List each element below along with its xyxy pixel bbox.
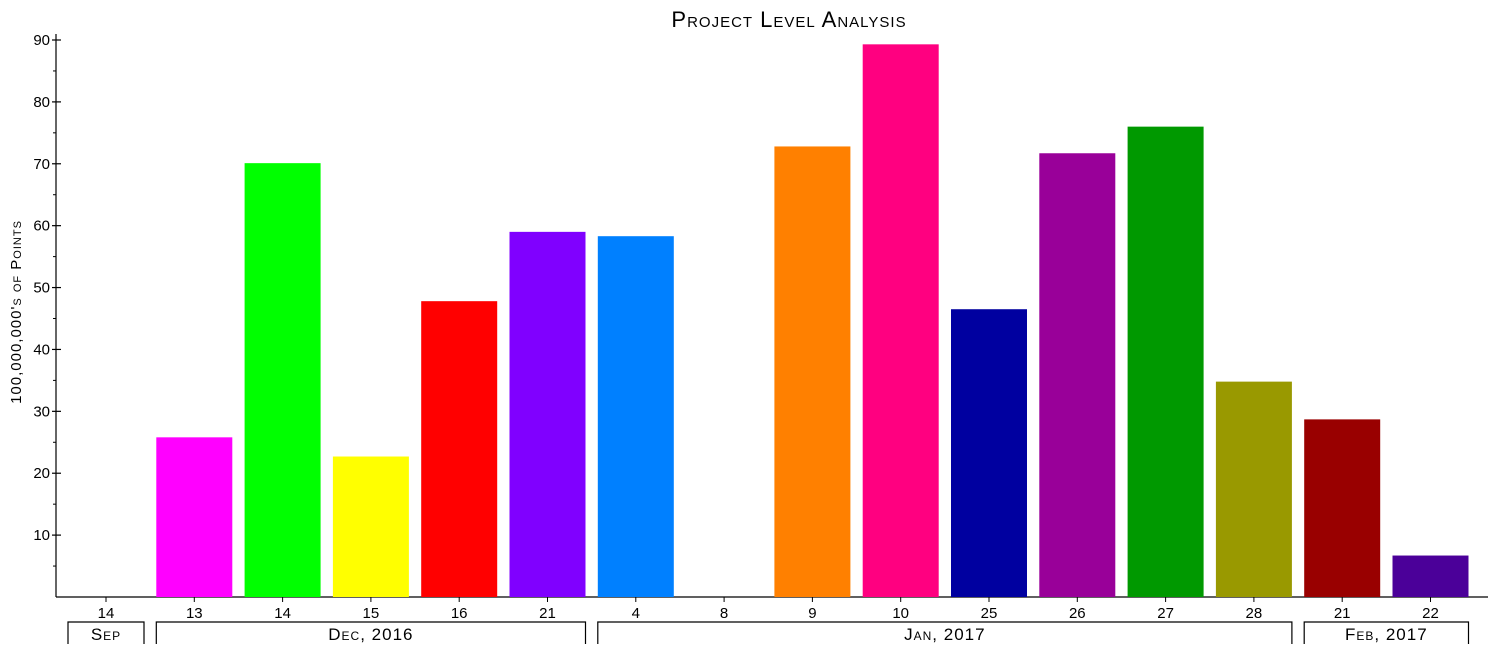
x-tick-label: 8 (720, 605, 728, 622)
month-group-label: Feb, 2017 (1345, 625, 1428, 644)
x-tick-labels: 14 13 14 15 16 21 4 8 9 10 25 26 27 28 21 22 (98, 597, 1439, 622)
bars (156, 44, 1469, 598)
x-tick-label: 25 (981, 605, 998, 622)
bar (244, 163, 321, 598)
month-bracket (155, 621, 587, 644)
bar (951, 309, 1027, 597)
y-tick-label: 90 (33, 32, 50, 49)
month-groups: Sep Dec, 2016 Jan, 2017 Feb, 2017 (67, 621, 1470, 644)
y-tick-label: 30 (33, 403, 50, 420)
bar (1127, 126, 1204, 598)
x-tick-label: 21 (539, 605, 556, 622)
bar (1392, 555, 1469, 597)
x-tick-label: 13 (186, 605, 203, 622)
y-tick-label: 80 (33, 94, 50, 111)
x-tick-label: 14 (274, 605, 291, 622)
month-group-label: Sep (91, 625, 121, 644)
x-tick-label: 28 (1246, 605, 1263, 622)
y-tick-label: 40 (33, 341, 50, 358)
bar (156, 437, 233, 597)
bar (597, 236, 674, 597)
month-group-label: Dec, 2016 (328, 625, 413, 644)
x-tick-label: 9 (808, 605, 816, 622)
x-tick-label: 26 (1069, 605, 1086, 622)
bar (774, 146, 851, 597)
x-tick-label: 21 (1334, 605, 1351, 622)
y-tick-label: 60 (33, 218, 50, 235)
x-tick-label: 22 (1422, 605, 1439, 622)
y-tick-label: 50 (33, 280, 50, 297)
month-bracket (1303, 621, 1470, 644)
month-bracket (597, 621, 1293, 644)
y-axis-label: 100,000,000's of Points (8, 220, 25, 404)
bar (1215, 381, 1292, 597)
x-tick-label: 15 (363, 605, 380, 622)
y-tick-label: 10 (33, 527, 50, 544)
y-tick-label: 20 (33, 465, 50, 482)
y-tick-label: 70 (33, 156, 50, 173)
bar (332, 456, 409, 597)
bar (509, 231, 586, 597)
x-tick-label: 14 (98, 605, 115, 622)
bar (421, 301, 498, 597)
bar (1304, 419, 1381, 597)
chart-title: Project Level Analysis (671, 7, 906, 32)
month-group-label: Jan, 2017 (904, 625, 985, 644)
x-tick-label: 16 (451, 605, 468, 622)
bar (1039, 153, 1116, 598)
y-axis: 10 20 30 40 50 60 70 80 90 (33, 32, 61, 597)
bar (862, 44, 939, 598)
month-bracket (67, 621, 145, 644)
x-tick-label: 10 (892, 605, 909, 622)
x-tick-label: 4 (632, 605, 640, 622)
x-tick-label: 27 (1157, 605, 1174, 622)
